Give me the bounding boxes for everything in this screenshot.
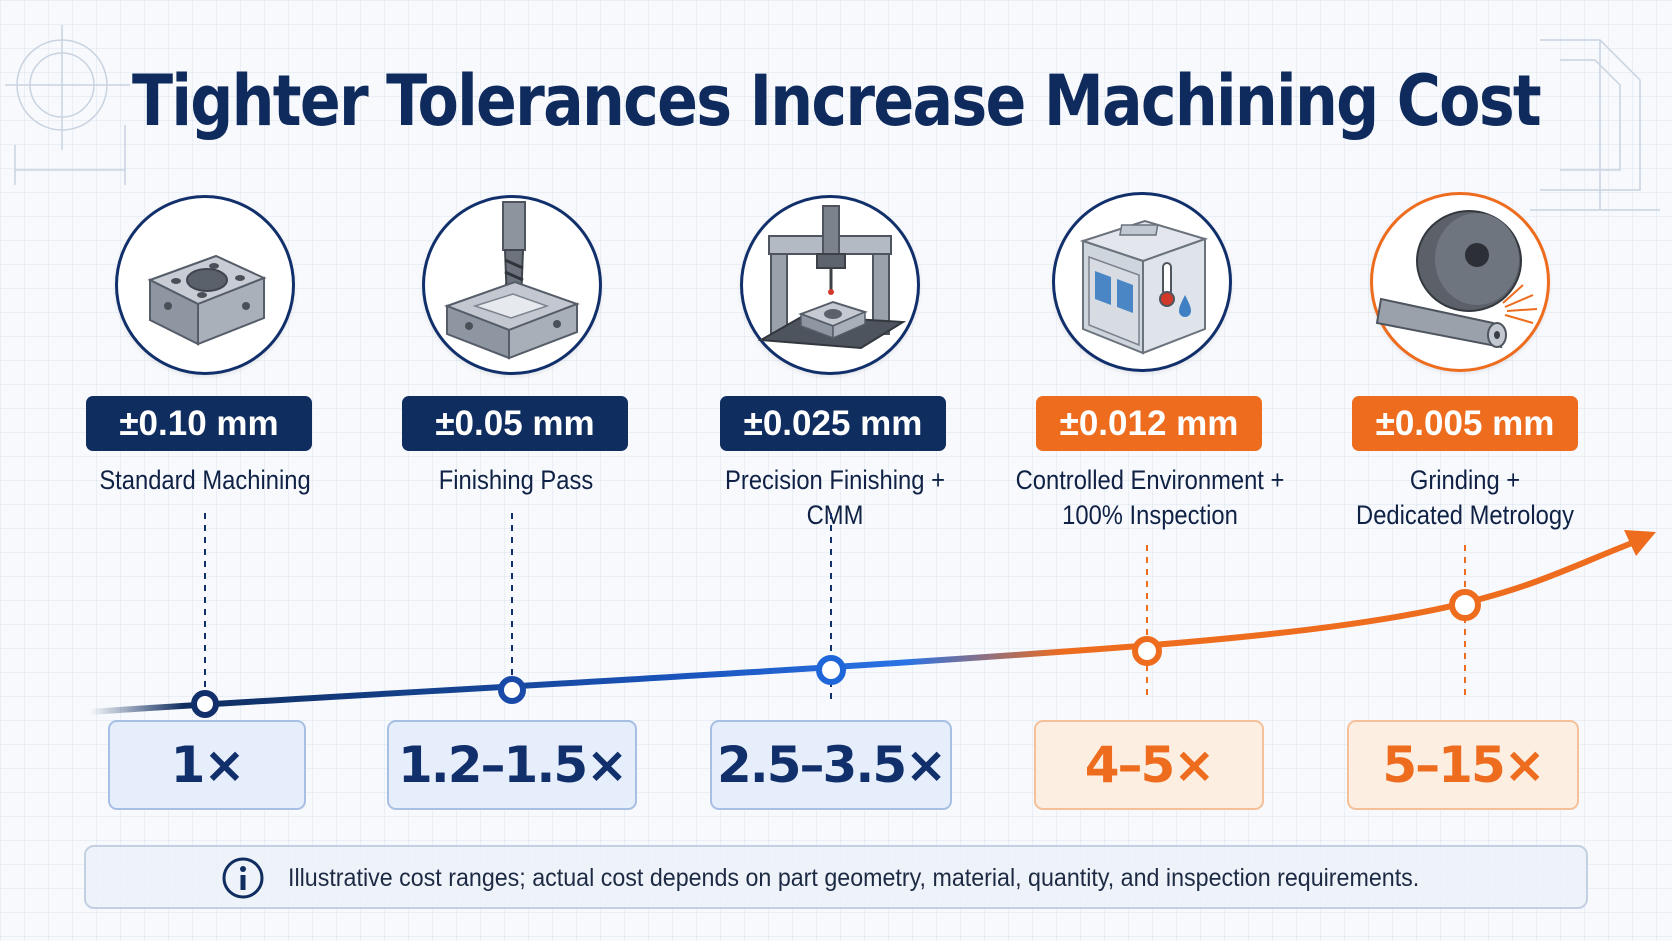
end-mill-finishing-icon [422, 195, 602, 375]
process-label-3: Precision Finishing + CMM [694, 463, 976, 533]
process-label-4: Controlled Environment + 100% Inspection [1009, 463, 1291, 533]
process-label-line: Precision Finishing + CMM [725, 465, 945, 530]
curve-marker [191, 690, 219, 718]
tolerance-badge-3: ±0.025 mm [720, 396, 946, 451]
cost-multiplier-2: 1.2–1.5× [387, 720, 637, 810]
dashed-leader-lines [204, 513, 1466, 700]
cost-multiplier-4: 4–5× [1034, 720, 1264, 810]
cost-curve-line [87, 535, 1648, 715]
curve-marker [1449, 589, 1481, 621]
cmm-machine-icon [740, 195, 920, 375]
page-title: Tighter Tolerances Increase Machining Co… [132, 60, 1542, 142]
blueprint-sketch-left [5, 25, 130, 185]
curve-marker [1132, 636, 1162, 666]
curve-marker [498, 676, 526, 704]
footnote-panel [84, 845, 1588, 909]
grinding-wheel-icon [1370, 192, 1550, 372]
cost-multiplier-5: 5–15× [1347, 720, 1579, 810]
process-label-line: Controlled Environment + [1015, 465, 1285, 495]
curve-arrowhead [1624, 530, 1656, 556]
tolerance-badge-1: ±0.10 mm [86, 396, 312, 451]
process-label-line: 100% Inspection [1062, 500, 1238, 530]
curve-markers [191, 589, 1481, 718]
process-label-line: Finishing Pass [438, 465, 594, 495]
process-label-2: Finishing Pass [375, 463, 657, 498]
cost-multiplier-1: 1× [108, 720, 306, 810]
blueprint-sketch-right [1530, 39, 1660, 211]
curve-marker [816, 655, 846, 685]
machined-block-icon [115, 195, 295, 375]
footnote-text: Illustrative cost ranges; actual cost de… [288, 864, 1420, 892]
process-label-line: Grinding + [1409, 465, 1521, 495]
process-label-1: Standard Machining [64, 463, 346, 498]
tolerance-badge-4: ±0.012 mm [1036, 396, 1262, 451]
tolerance-badge-2: ±0.05 mm [402, 396, 628, 451]
process-label-line: Dedicated Metrology [1356, 500, 1574, 530]
process-label-5: Grinding + Dedicated Metrology [1324, 463, 1606, 533]
tolerance-badge-5: ±0.005 mm [1352, 396, 1578, 451]
info-icon [222, 857, 264, 899]
cost-multiplier-3: 2.5–3.5× [710, 720, 952, 810]
climate-chamber-icon [1052, 192, 1232, 372]
process-label-line: Standard Machining [99, 465, 311, 495]
